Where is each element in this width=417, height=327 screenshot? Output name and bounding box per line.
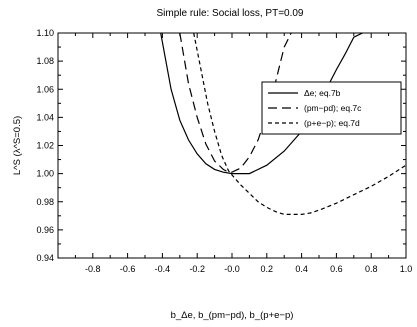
y-tick-label: 1.10	[36, 28, 54, 38]
y-tick-label: 1.06	[36, 84, 54, 94]
y-tick-label: 1.00	[36, 169, 54, 179]
y-tick-label: 1.02	[36, 141, 54, 151]
x-tick-label: -0.0	[224, 264, 240, 274]
legend-label-3: (p+e−p); eq.7d	[304, 118, 360, 128]
x-tick-label: 0.8	[365, 264, 378, 274]
legend-label-1: Δe; eq.7b	[304, 88, 341, 98]
x-tick-label: 0.6	[330, 264, 343, 274]
x-axis-label: b_Δe, b_(pm−pd), b_(p+e−p)	[171, 310, 294, 321]
chart-title: Simple rule: Social loss, PT=0.09	[156, 8, 303, 19]
series-line-1	[160, 33, 363, 175]
x-tick-label: -0.8	[85, 264, 101, 274]
x-tick-label: 0.4	[295, 264, 308, 274]
y-tick-label: 0.94	[36, 253, 54, 263]
x-tick-label: -0.6	[120, 264, 136, 274]
y-tick-label: 0.96	[36, 225, 54, 235]
series-line-3	[193, 33, 406, 215]
x-tick-label: 0.2	[261, 264, 274, 274]
legend: Δe; eq.7b (pm−pd); eq.7c (p+e−p); eq.7d	[261, 81, 402, 135]
y-tick-label: 1.08	[36, 56, 54, 66]
y-tick-label: 0.98	[36, 197, 54, 207]
x-tick-label: -0.4	[155, 264, 171, 274]
y-axis-label: L^S (λ^S=0.5)	[12, 116, 23, 175]
legend-label-2: (pm−pd); eq.7c	[304, 103, 362, 113]
y-tick-label: 1.04	[36, 112, 54, 122]
x-tick-label: -0.2	[189, 264, 205, 274]
x-tick-label: 1.0	[400, 264, 413, 274]
